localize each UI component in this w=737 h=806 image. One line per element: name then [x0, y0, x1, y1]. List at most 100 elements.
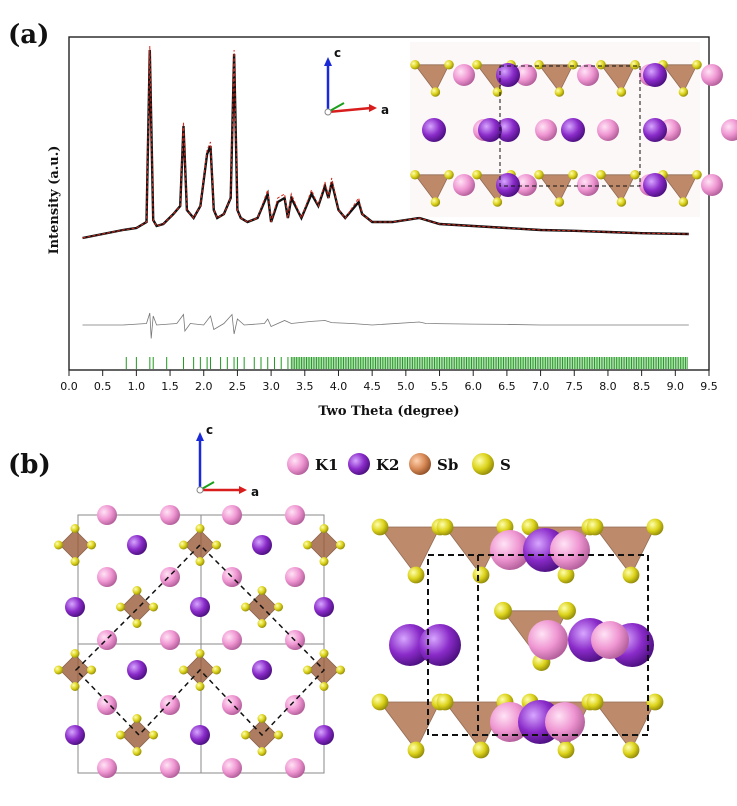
diffraction-plot: 0.0 0.5 1.0 1.5 2.0 2.5 3.0 3.5 4.0 4.5 5.0 5.5 6.0 6…: [47, 36, 718, 419]
atom-s: [586, 693, 604, 711]
atom-k1: [160, 695, 180, 715]
atom-k1: [97, 758, 117, 778]
atom-k1: [453, 64, 475, 86]
atom-s: [149, 730, 158, 740]
atom-legend: K1 K2 Sb S: [287, 453, 511, 475]
atom-s: [492, 197, 503, 207]
atom-s: [132, 586, 142, 595]
sbs4-tetrahedron: [600, 174, 636, 203]
atom-s: [179, 540, 188, 550]
atom-s: [212, 665, 221, 675]
sbs4-tetrahedron: [414, 174, 450, 203]
atom-s: [678, 197, 689, 207]
atom-s: [212, 540, 221, 550]
y-axis-title: Intensity (a.u.): [47, 146, 62, 255]
legend-k2-label: K2: [376, 456, 399, 474]
atom-k2: [65, 597, 85, 617]
sbs4-tetrahedron: [662, 64, 698, 93]
atom-k1: [222, 758, 242, 778]
sbs4-tetrahedron: [538, 64, 574, 93]
atom-s: [195, 682, 205, 691]
sbs4-tetrahedron: [414, 64, 450, 93]
atom-k1: [515, 64, 537, 86]
atom-s: [319, 682, 329, 691]
atom-k2: [252, 535, 272, 555]
atom-k1: [285, 758, 305, 778]
atom-s: [195, 524, 205, 533]
atom-s: [241, 730, 250, 740]
atom-s: [616, 87, 627, 97]
legend-k1-swatch: [287, 453, 309, 475]
atom-k2: [190, 725, 210, 745]
axis-triad-top: c a: [324, 46, 389, 117]
atom-k2: [127, 660, 147, 680]
atom-k1: [97, 695, 117, 715]
atom-k2: [389, 624, 431, 666]
legend-k2-swatch: [348, 453, 370, 475]
atom-s: [410, 60, 420, 70]
x-tick-label: 5.5: [431, 380, 449, 393]
atom-k1: [97, 630, 117, 650]
atom-k2: [127, 535, 147, 555]
sbs4-tetrahedron: [121, 719, 153, 751]
difference-curve: [82, 312, 689, 339]
sbs4-tetrahedron: [379, 526, 441, 576]
atom-s: [410, 170, 420, 180]
x-tick-label: 9.0: [667, 380, 685, 393]
atom-s: [257, 714, 267, 723]
atom-s: [407, 566, 425, 584]
x-tick-label: 7.5: [566, 380, 584, 393]
atom-s: [116, 730, 125, 740]
x-tick-label: 7.0: [532, 380, 550, 393]
atom-k1: [160, 567, 180, 587]
atom-s: [70, 557, 80, 566]
atom-s: [371, 693, 389, 711]
atom-k1: [528, 620, 568, 660]
atom-s: [319, 557, 329, 566]
atom-k1: [515, 174, 537, 196]
atom-s: [54, 665, 63, 675]
atom-k1: [701, 174, 723, 196]
atom-s: [492, 87, 503, 97]
atom-s: [179, 665, 188, 675]
sbs4-tetrahedron: [594, 701, 656, 751]
panel-b-label: (b): [8, 450, 51, 480]
atom-k1: [285, 695, 305, 715]
x-tick-label: 4.0: [330, 380, 348, 393]
atom-s: [472, 741, 490, 759]
atom-s: [407, 741, 425, 759]
atom-s: [87, 665, 96, 675]
atom-k1: [591, 621, 629, 659]
atom-s: [195, 649, 205, 658]
atom-k2: [643, 173, 667, 197]
atom-s: [558, 601, 576, 620]
atom-s: [132, 747, 142, 756]
atom-s: [70, 649, 80, 658]
legend-s-swatch: [472, 453, 494, 475]
atom-s: [554, 87, 565, 97]
calculated-pattern-curve: [82, 45, 689, 239]
atom-k1: [222, 695, 242, 715]
atom-s: [630, 170, 640, 180]
x-tick-label: 6.0: [464, 380, 482, 393]
x-tick-label: 6.5: [498, 380, 516, 393]
atom-k1: [577, 64, 599, 86]
sbs4-tetrahedron: [594, 526, 656, 576]
x-tick-label: 4.5: [363, 380, 381, 393]
atom-s: [87, 540, 96, 550]
triad-c-label: c: [334, 46, 341, 60]
atom-s: [436, 693, 454, 711]
x-tick-label: 9.5: [700, 380, 718, 393]
atom-s: [494, 601, 512, 620]
atom-s: [371, 518, 389, 536]
atom-k1: [453, 174, 475, 196]
atom-k1: [577, 174, 599, 196]
sbs4-tetrahedron: [121, 591, 153, 623]
atom-k1: [97, 505, 117, 525]
panel-a-label: (a): [8, 20, 50, 50]
atom-s: [622, 741, 640, 759]
atom-k1: [222, 630, 242, 650]
x-axis-ticks: [68, 370, 710, 376]
x-tick-label: 5.0: [397, 380, 415, 393]
